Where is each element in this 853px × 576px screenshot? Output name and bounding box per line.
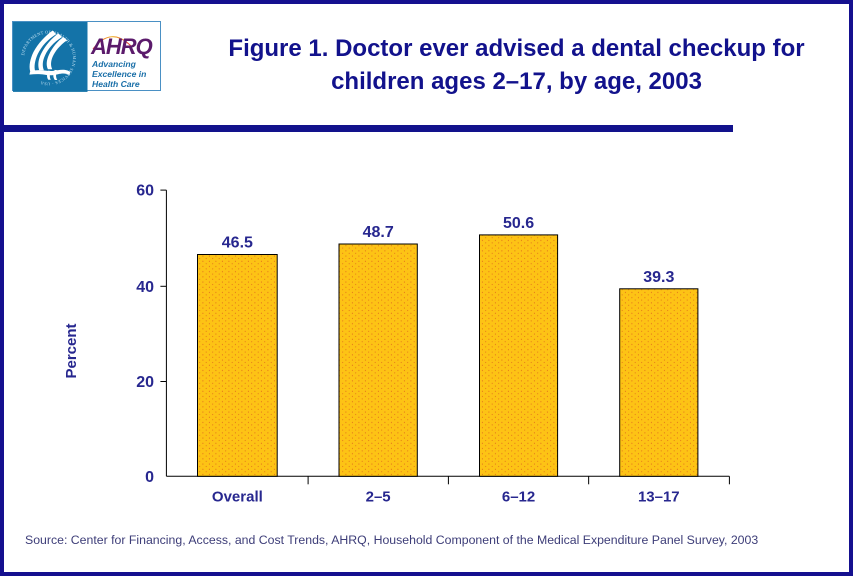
svg-text:39.3: 39.3 bbox=[643, 269, 674, 286]
svg-text:46.5: 46.5 bbox=[222, 235, 253, 252]
svg-text:20: 20 bbox=[136, 374, 154, 391]
svg-text:50.6: 50.6 bbox=[503, 215, 534, 232]
svg-text:Overall: Overall bbox=[212, 489, 263, 506]
svg-text:60: 60 bbox=[136, 183, 154, 200]
svg-text:Percent: Percent bbox=[63, 323, 80, 378]
svg-text:13–17: 13–17 bbox=[638, 489, 680, 506]
svg-text:2–5: 2–5 bbox=[366, 489, 391, 506]
svg-text:6–12: 6–12 bbox=[502, 489, 535, 506]
svg-text:48.7: 48.7 bbox=[363, 224, 394, 241]
svg-text:40: 40 bbox=[136, 279, 154, 296]
svg-text:0: 0 bbox=[145, 469, 154, 486]
